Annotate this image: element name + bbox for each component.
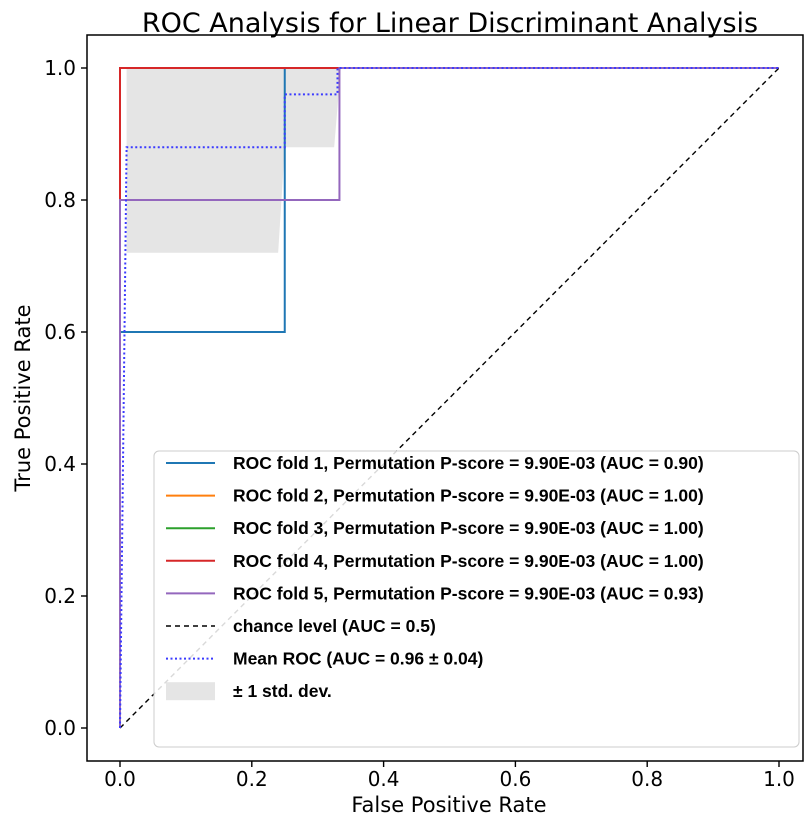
legend-label-1: ROC fold 1, Permutation P-score = 9.90E-… — [233, 453, 704, 473]
x-tick-label: 0.4 — [368, 767, 400, 791]
y-axis-label: True Positive Rate — [11, 304, 35, 492]
legend-label-6: chance level (AUC = 0.5) — [233, 616, 436, 636]
legend-label-4: ROC fold 4, Permutation P-score = 9.90E-… — [233, 551, 704, 571]
x-axis-label: False Positive Rate — [351, 793, 546, 817]
y-tick-label: 1.0 — [44, 56, 76, 80]
legend-box — [153, 450, 800, 748]
y-tick-label: 0.6 — [44, 320, 76, 344]
x-tick-label: 0.0 — [104, 767, 136, 791]
x-tick-label: 0.6 — [499, 767, 531, 791]
y-tick-label: 0.8 — [44, 188, 76, 212]
series-line-7 — [119, 67, 779, 729]
chart-title: ROC Analysis for Linear Discriminant Ana… — [142, 8, 758, 39]
legend-swatch-band — [166, 682, 215, 701]
legend-label-3: ROC fold 3, Permutation P-score = 9.90E-… — [233, 518, 704, 538]
legend-label-5: ROC fold 5, Permutation P-score = 9.90E-… — [233, 583, 704, 603]
std-dev-band — [126, 68, 341, 253]
plot-frame — [86, 34, 804, 762]
x-tick-label: 0.8 — [631, 767, 663, 791]
y-tick-label: 0.4 — [44, 452, 76, 476]
series-line-5 — [119, 67, 779, 728]
legend-label-2: ROC fold 2, Permutation P-score = 9.90E-… — [233, 486, 704, 506]
x-tick-label: 1.0 — [763, 767, 795, 791]
legend-label-band: ± 1 std. dev. — [233, 681, 332, 701]
y-tick-label: 0.2 — [44, 584, 76, 608]
y-tick-label: 0.0 — [44, 716, 76, 740]
x-tick-label: 0.2 — [236, 767, 268, 791]
legend-label-7: Mean ROC (AUC = 0.96 ± 0.04) — [233, 649, 483, 669]
